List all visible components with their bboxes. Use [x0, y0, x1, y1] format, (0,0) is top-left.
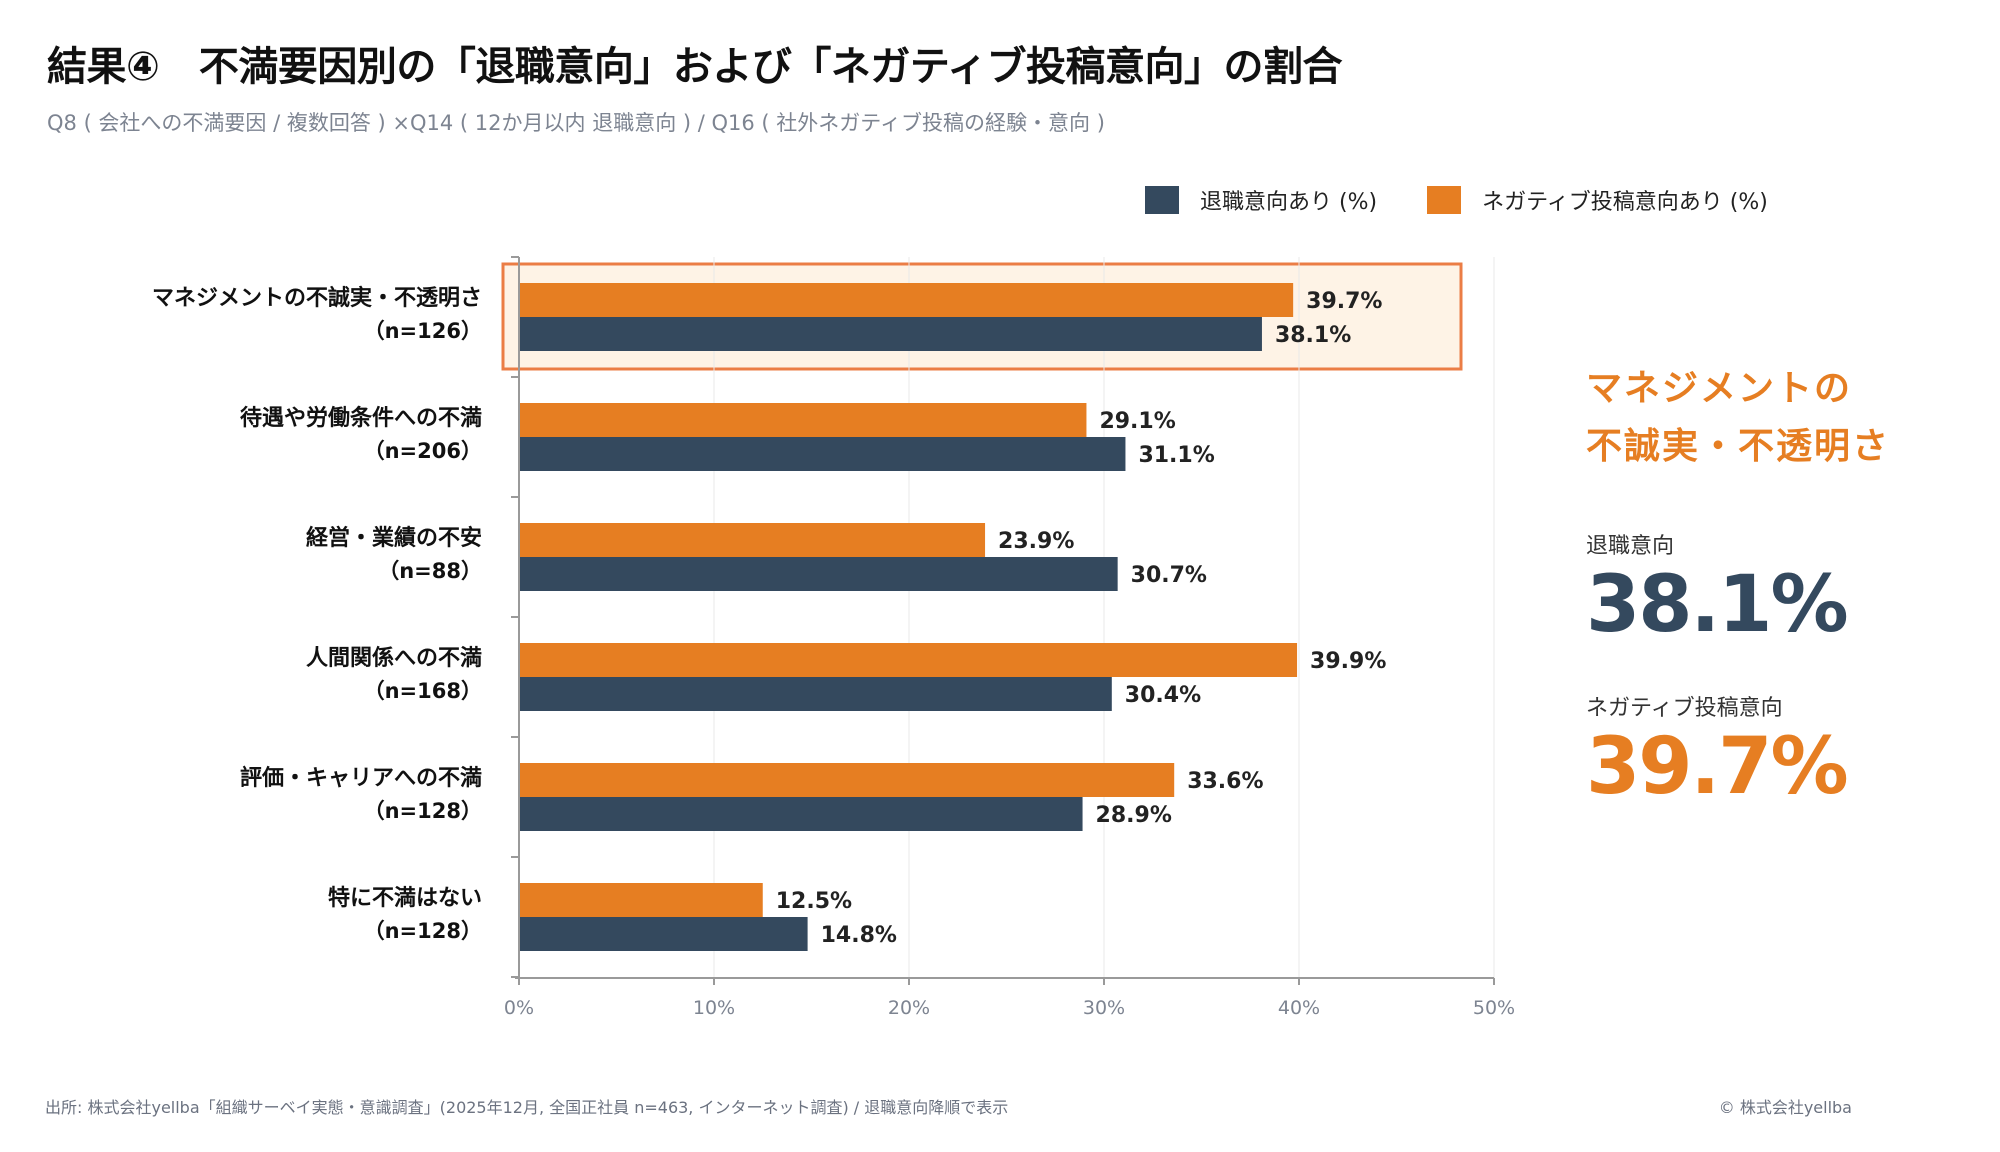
bar-retire — [519, 437, 1126, 471]
category-sample-size: （n=168） — [363, 679, 482, 703]
chart-legend: 退職意向あり (%) ネガティブ投稿意向あり (%) — [1145, 184, 1818, 216]
x-tick-label: 30% — [1083, 997, 1125, 1019]
x-tick-label: 40% — [1278, 997, 1320, 1019]
highlight-title-line2: 不誠実・不透明さ — [1586, 426, 1891, 467]
legend-item-retire: 退職意向あり (%) — [1145, 184, 1377, 216]
category-name: 待遇や労働条件への不満 — [239, 406, 482, 431]
category-label: 経営・業績の不安 （n=88） — [306, 523, 482, 587]
bar-negative — [519, 763, 1175, 797]
category-label: 人間関係への不満 （n=168） — [306, 643, 482, 707]
source-note: 出所: 株式会社yellba「組織サーベイ実態・意識調査」(2025年12月, … — [45, 1098, 1009, 1117]
category-sample-size: （n=206） — [363, 439, 482, 463]
bar-retire — [519, 797, 1083, 831]
highlight-panel: マネジメントの 不誠実・不透明さ 退職意向 38.1% ネガティブ投稿意向 39… — [1586, 360, 1890, 812]
category-name: マネジメントの不誠実・不透明さ — [151, 286, 482, 311]
value-label-retire: 31.1% — [1138, 443, 1214, 468]
value-label-negative: 39.9% — [1310, 649, 1386, 674]
value-label-retire: 38.1% — [1275, 323, 1351, 348]
value-label-retire: 14.8% — [821, 923, 897, 948]
category-sample-size: （n=128） — [363, 799, 482, 823]
x-tick-label: 20% — [888, 997, 930, 1019]
page-subtitle: Q8 ( 会社への不満要因 / 複数回答 ) ×Q14 ( 12か月以内 退職意… — [47, 111, 1105, 135]
bar-retire — [519, 557, 1118, 591]
retire-label: 退職意向 — [1586, 534, 1675, 559]
bar-negative — [519, 883, 763, 917]
negative-label: ネガティブ投稿意向 — [1586, 696, 1783, 721]
category-label: 評価・キャリアへの不満 （n=128） — [240, 763, 482, 827]
category-sample-size: （n=88） — [378, 559, 482, 583]
category-name: 特に不満はない — [327, 886, 482, 911]
value-label-negative: 12.5% — [776, 889, 852, 914]
value-label-negative: 23.9% — [998, 529, 1074, 554]
category-label: マネジメントの不誠実・不透明さ （n=126） — [152, 283, 482, 347]
copyright: © 株式会社yellba — [1718, 1098, 1852, 1117]
bar-retire — [519, 917, 808, 951]
category-name: 人間関係への不満 — [305, 646, 482, 671]
bar-negative — [519, 523, 986, 557]
legend-label-negative: ネガティブ投稿意向あり (%) — [1482, 190, 1768, 215]
legend-label-retire: 退職意向あり (%) — [1200, 190, 1378, 215]
x-tick-label: 0% — [504, 997, 534, 1019]
category-label: 特に不満はない （n=128） — [328, 883, 482, 947]
category-name: 評価・キャリアへの不満 — [239, 766, 482, 791]
x-tick-label: 10% — [693, 997, 735, 1019]
category-name: 経営・業績の不安 — [305, 526, 482, 551]
value-label-retire: 30.4% — [1125, 683, 1201, 708]
bar-negative — [519, 283, 1294, 317]
highlight-title-line1: マネジメントの — [1586, 368, 1853, 409]
x-tick-label: 50% — [1473, 997, 1515, 1019]
category-label: 待遇や労働条件への不満 （n=206） — [240, 403, 482, 467]
value-label-negative: 39.7% — [1306, 289, 1382, 314]
value-label-negative: 29.1% — [1099, 409, 1175, 434]
bar-negative — [519, 403, 1087, 437]
value-label-negative: 33.6% — [1187, 769, 1263, 794]
retire-value: 38.1% — [1586, 560, 1849, 650]
legend-item-negative: ネガティブ投稿意向あり (%) — [1427, 184, 1768, 216]
page-title: 結果④ 不満要因別の「退職意向」および「ネガティブ投稿意向」の割合 — [47, 44, 1342, 90]
category-sample-size: （n=126） — [363, 319, 482, 343]
value-label-retire: 28.9% — [1096, 803, 1172, 828]
category-sample-size: （n=128） — [363, 919, 482, 943]
bar-negative — [519, 643, 1298, 677]
value-label-retire: 30.7% — [1131, 563, 1207, 588]
negative-value: 39.7% — [1586, 722, 1849, 812]
legend-swatch-retire — [1145, 186, 1179, 214]
bar-retire — [519, 317, 1262, 351]
bar-retire — [519, 677, 1112, 711]
legend-swatch-negative — [1427, 186, 1462, 214]
